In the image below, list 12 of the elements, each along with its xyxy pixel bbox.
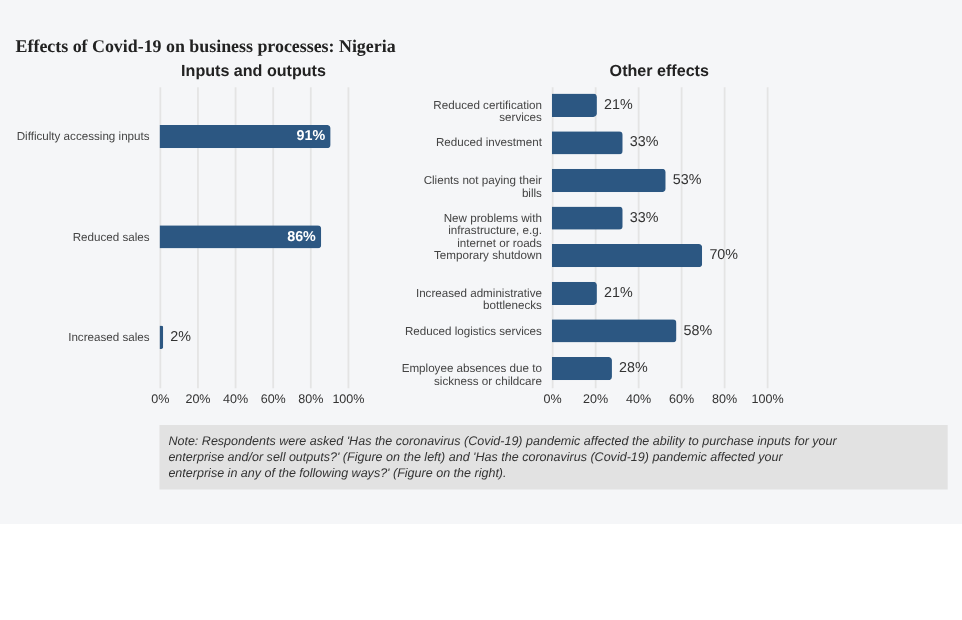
chart-subtitle: Inputs and outputs <box>181 61 327 80</box>
bar <box>159 124 331 149</box>
bar <box>551 356 612 381</box>
bar <box>551 244 703 268</box>
bar <box>551 281 597 305</box>
bar <box>551 319 677 343</box>
chart-title: Other effects <box>609 61 710 80</box>
bar <box>551 168 666 193</box>
bar <box>551 206 623 230</box>
chart-title: Effects of Covid-19 on business processes: Nigeria <box>15 36 397 57</box>
bar <box>551 131 623 155</box>
bar <box>551 93 597 117</box>
